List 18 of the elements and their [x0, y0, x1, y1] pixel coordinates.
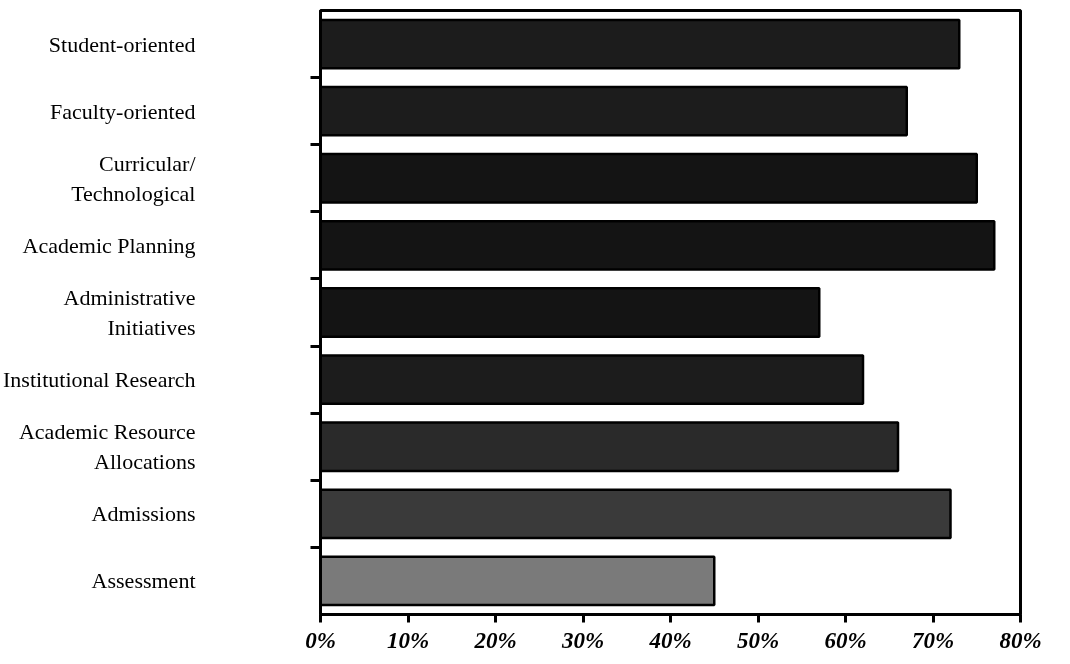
y-tick-label: Faculty-oriented [50, 98, 196, 124]
y-tick-label: Academic Resource Allocations [18, 419, 196, 475]
x-tick-label: 60% [824, 627, 867, 653]
x-tick-label: 20% [473, 627, 517, 653]
y-tick-label: Assessment [91, 568, 196, 594]
x-tick-label: 70% [911, 627, 955, 653]
y-tick-label: Administrative Initiatives [63, 285, 196, 340]
y-tick-label: Academic Planning [22, 232, 196, 258]
x-tick-label: 50% [736, 627, 780, 653]
y-tick-label: Admissions [91, 501, 196, 527]
x-tick-label: 0% [305, 627, 336, 653]
y-tick-label: Student-oriented [48, 31, 196, 57]
y-tick-label: Institutional Research [3, 367, 196, 393]
y-tick-label: Curricular/ Technological [71, 150, 197, 206]
x-tick-label: 80% [999, 627, 1042, 653]
x-tick-label: 30% [560, 627, 605, 653]
x-tick-label: 40% [648, 627, 692, 653]
x-tick-label: 10% [386, 627, 430, 653]
